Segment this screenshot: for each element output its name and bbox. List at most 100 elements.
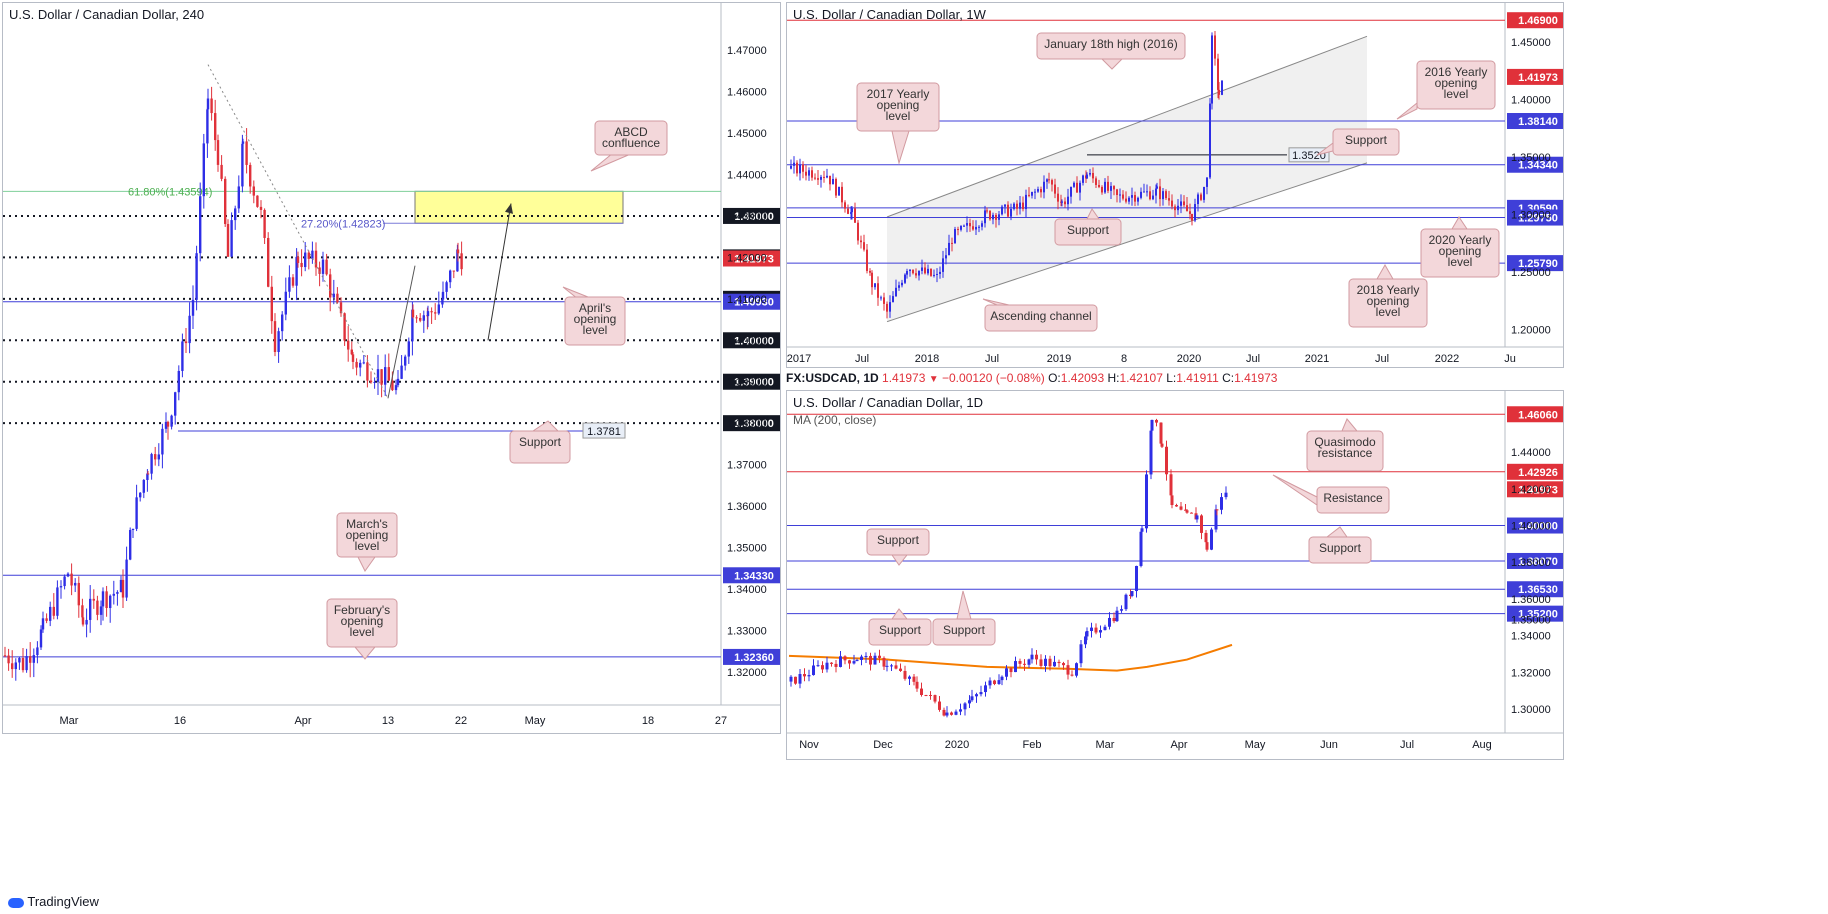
w1-candle-body [1007, 204, 1009, 217]
d1-candle-body [1084, 636, 1087, 645]
w1-note-2020-text: 2020 Yearly [1429, 233, 1492, 247]
w1-y-tick: 1.25000 [1511, 267, 1551, 279]
d1-y-tick: 1.42000 [1511, 484, 1551, 496]
d1-candle-body [1009, 668, 1013, 673]
h4-support-value: 1.3781 [587, 426, 621, 438]
h4-candle-body [288, 277, 291, 292]
d1-candle-body [968, 700, 971, 704]
h4-candle-body [29, 656, 32, 663]
w1-note-2016-text: 2016 Yearly [1425, 65, 1488, 79]
d1-candle-body [945, 712, 949, 716]
d1-candle-body [794, 676, 797, 684]
w1-candle-body [829, 175, 831, 185]
w1-candle-body [1086, 174, 1088, 179]
w1-candle-body [1217, 58, 1219, 90]
d1-candle-body [843, 656, 847, 661]
w1-candle-body [921, 267, 923, 271]
h4-candle-body [89, 598, 92, 620]
w1-candle-body [989, 211, 991, 220]
h4-y-tick: 1.43000 [727, 211, 767, 223]
h4-last-price-tag-bg [723, 250, 780, 267]
w1-chart-canvas[interactable]: 1.469001.381401.343401.305901.297501.257… [787, 3, 1563, 367]
w1-candle-body [992, 214, 994, 220]
h4-candle-body [307, 252, 310, 259]
d1-candle-body [825, 662, 829, 670]
d1-candle-body [984, 685, 987, 693]
d1-candle-body [915, 681, 919, 689]
d1-candle-body [1185, 510, 1189, 513]
w1-chart-panel[interactable]: 1.46900 1.38140 1.34340 1.30590 1.29750 1.257… [786, 2, 1564, 368]
h4-candle-body [415, 317, 418, 319]
h4-candle-body [174, 392, 177, 416]
w1-candle-body [1098, 184, 1100, 187]
d1-candle-body [963, 703, 967, 710]
h4-candle-body [181, 341, 184, 371]
w1-candle-body [930, 268, 932, 276]
w1-candle-body [796, 162, 798, 174]
w1-candle-body [939, 271, 941, 274]
d1-note-support-right-box [1308, 536, 1372, 564]
d1-candle-body [1090, 627, 1093, 632]
w1-candle-body [1037, 189, 1039, 192]
d1-y-tick: 1.36000 [1511, 594, 1551, 606]
h4-level-tag-bg [723, 415, 780, 432]
w1-candle-body [805, 171, 807, 176]
w1-candle-body [942, 258, 944, 272]
w1-candle-body [1104, 181, 1106, 193]
d1-x-tick: 2020 [945, 739, 969, 751]
d1-chart-panel[interactable]: 1.46060 1.42926 1.40000 1.38070 1.36530 1.352… [786, 390, 1564, 760]
w1-candle-body [906, 271, 908, 275]
w1-channel-lower [886, 162, 1368, 323]
w1-candle-body [1209, 103, 1211, 178]
d1-low: 1.41911 [1176, 371, 1219, 385]
h4-chart-panel[interactable]: 61.80%(1.43594) 27.20%(1.42823) 1.43000 1.4… [2, 2, 781, 734]
d1-candle-body [890, 665, 893, 667]
d1-note-support-right-text: Support [1319, 541, 1362, 555]
w1-candle-body [1031, 191, 1033, 196]
w1-candle-body [1122, 194, 1124, 199]
d1-note-resistance-text: Resistance [1323, 491, 1383, 505]
w1-candle-body [1218, 89, 1220, 95]
d1-candle-body [1023, 663, 1026, 665]
h4-note-march-text: March's [346, 517, 388, 531]
w1-candle-body [995, 214, 997, 220]
w1-x-tick: 2020 [1177, 353, 1201, 365]
d1-note-support-b-text: Support [943, 623, 986, 637]
h4-note-feb-text: opening [341, 614, 384, 628]
d1-candle-body [1135, 565, 1138, 592]
h4-chart-canvas[interactable]: 61.80%(1.43594)27.20%(1.42823)1.430001.4… [3, 3, 780, 733]
h4-note-support-box [509, 430, 571, 464]
w1-candle-body [1076, 182, 1078, 193]
h4-candle-body [369, 380, 373, 383]
h4-candle-body [85, 619, 88, 625]
d1-candle-body [1075, 663, 1078, 676]
h4-cd-arrow [487, 203, 512, 341]
w1-candle-body [1203, 186, 1205, 200]
w1-note-2020-pointer [1451, 216, 1468, 230]
d1-candle-body [848, 660, 851, 664]
h4-level-tag-text: 1.32360 [734, 652, 774, 664]
w1-candle-body [793, 162, 795, 166]
w1-candle-body [1189, 211, 1191, 214]
d1-candle-body [1085, 631, 1089, 637]
h4-candle-body [252, 186, 255, 196]
h4-level-tag-text: 1.40000 [734, 335, 774, 347]
tradingview-logo[interactable]: TradingView [8, 894, 99, 909]
w1-candle-body [811, 170, 813, 178]
h4-candle-body [56, 587, 59, 616]
w1-x-tick: Jul [985, 353, 999, 365]
d1-candle-body [1053, 661, 1056, 667]
d1-chart-canvas[interactable]: 1.46060 1.42926 1.40000 1.38070 1.36530 1.352… [787, 391, 1563, 759]
w1-candle-body [927, 268, 929, 274]
w1-candle-body [871, 272, 873, 288]
h4-candle-body [191, 299, 195, 316]
h4-candle-body [63, 576, 66, 587]
d1-candle-body [1139, 531, 1143, 566]
w1-note-2017-text: level [886, 109, 911, 123]
w1-candle-body [1089, 173, 1091, 175]
w1-candle-body [918, 270, 920, 276]
w1-candle-body [1128, 197, 1130, 202]
h4-note-april-text: April's [579, 301, 611, 315]
d1-y-tick: 1.34000 [1511, 631, 1551, 643]
d1-candle-body [933, 695, 937, 702]
